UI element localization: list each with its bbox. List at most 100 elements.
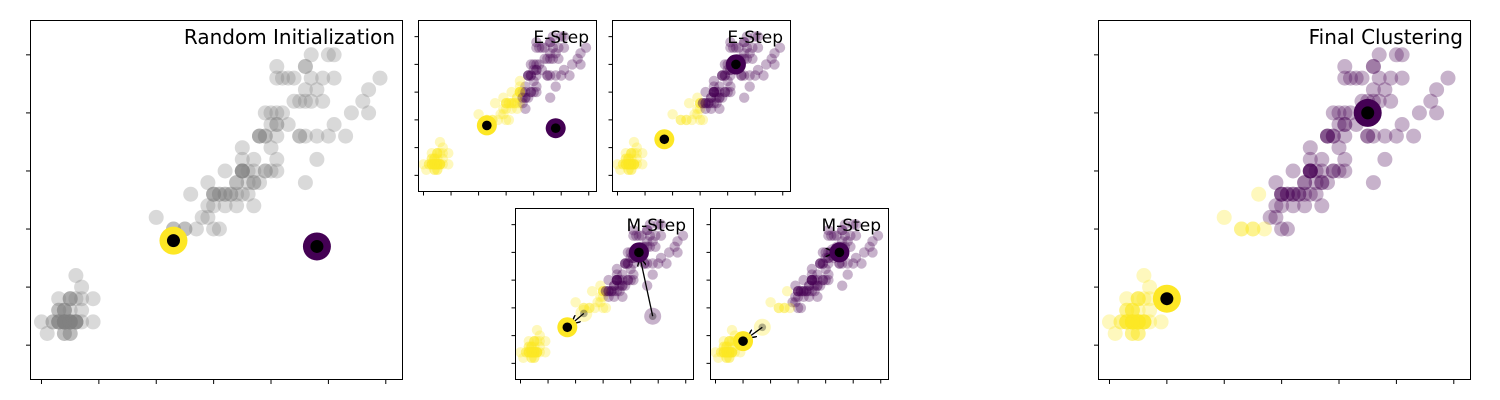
data-point — [615, 164, 626, 175]
data-point — [68, 314, 84, 330]
data-point — [1130, 314, 1146, 330]
data-point — [747, 53, 758, 64]
data-point — [812, 280, 823, 291]
data-point — [514, 81, 526, 92]
data-point — [792, 286, 804, 297]
data-point — [432, 153, 443, 164]
data-point — [246, 151, 262, 167]
data-point — [806, 274, 818, 286]
data-point — [724, 347, 735, 358]
data-point — [1274, 198, 1290, 214]
data-point — [1136, 314, 1152, 330]
data-point — [575, 59, 586, 70]
data-point — [620, 280, 631, 291]
data-point — [1136, 314, 1152, 330]
data-point — [432, 159, 443, 170]
data-point — [1291, 186, 1307, 202]
data-point — [725, 37, 736, 48]
data-point — [1406, 128, 1422, 144]
data-point — [503, 98, 515, 109]
data-point — [787, 297, 798, 308]
data-point — [418, 159, 429, 170]
data-point — [56, 314, 72, 330]
data-point — [750, 70, 761, 81]
data-point — [806, 274, 818, 286]
data-point — [831, 230, 842, 241]
data-point — [589, 302, 601, 314]
data-point — [817, 258, 829, 269]
data-point — [206, 186, 222, 202]
data-point — [558, 31, 570, 42]
data-point — [700, 98, 711, 109]
data-point — [1124, 302, 1140, 318]
data-point — [529, 341, 540, 352]
data-point — [850, 219, 862, 230]
centroid-core — [310, 239, 324, 253]
data-point — [606, 286, 617, 297]
data-point — [547, 53, 559, 64]
data-point — [539, 42, 550, 53]
data-point — [642, 236, 653, 247]
data-point — [655, 230, 667, 241]
data-point — [545, 37, 556, 48]
data-point — [355, 93, 371, 109]
data-point — [725, 81, 736, 92]
data-point — [718, 341, 729, 352]
data-point — [74, 302, 90, 318]
data-point — [655, 219, 667, 230]
data-point — [234, 163, 250, 179]
data-point — [246, 163, 262, 179]
data-point — [636, 230, 647, 241]
data-point — [531, 347, 543, 358]
data-point — [252, 128, 267, 144]
data-point — [1371, 47, 1387, 63]
data-point — [297, 128, 313, 144]
data-point — [525, 59, 537, 70]
data-point — [432, 159, 443, 170]
data-point — [525, 70, 537, 81]
data-point — [1274, 186, 1290, 202]
data-point — [529, 336, 540, 347]
data-point — [1360, 128, 1376, 144]
data-point — [795, 302, 807, 314]
data-point — [429, 159, 440, 170]
data-point — [1302, 163, 1318, 179]
data-point — [600, 302, 612, 314]
data-point — [1130, 314, 1146, 330]
data-point — [626, 159, 637, 170]
data-point — [779, 302, 790, 314]
data-point — [511, 92, 523, 103]
data-point — [697, 114, 709, 126]
data-point — [815, 258, 826, 269]
data-point — [432, 164, 443, 175]
centroid-core — [1160, 292, 1174, 306]
data-point — [426, 159, 437, 170]
data-point — [529, 336, 540, 347]
data-point — [647, 269, 658, 280]
data-point — [529, 336, 540, 347]
data-point — [623, 153, 634, 164]
data-point — [542, 53, 553, 64]
axes-frame — [418, 20, 597, 192]
data-point — [1365, 175, 1381, 191]
data-point — [708, 86, 720, 98]
data-point — [1411, 105, 1427, 121]
data-point — [1429, 105, 1445, 121]
data-point — [315, 93, 331, 109]
data-point — [269, 163, 285, 179]
centroid-core — [634, 247, 644, 258]
data-point — [1325, 105, 1341, 121]
data-point — [1365, 59, 1381, 74]
data-point — [514, 75, 526, 87]
data-point — [62, 291, 78, 307]
data-point — [188, 221, 204, 237]
data-point — [817, 274, 829, 286]
data-point — [1153, 314, 1169, 330]
data-point — [714, 86, 725, 98]
data-point — [45, 314, 61, 330]
data-point — [539, 53, 550, 64]
data-point — [603, 291, 614, 302]
data-point — [718, 347, 729, 358]
data-point — [1377, 82, 1393, 98]
data-point — [511, 103, 523, 115]
